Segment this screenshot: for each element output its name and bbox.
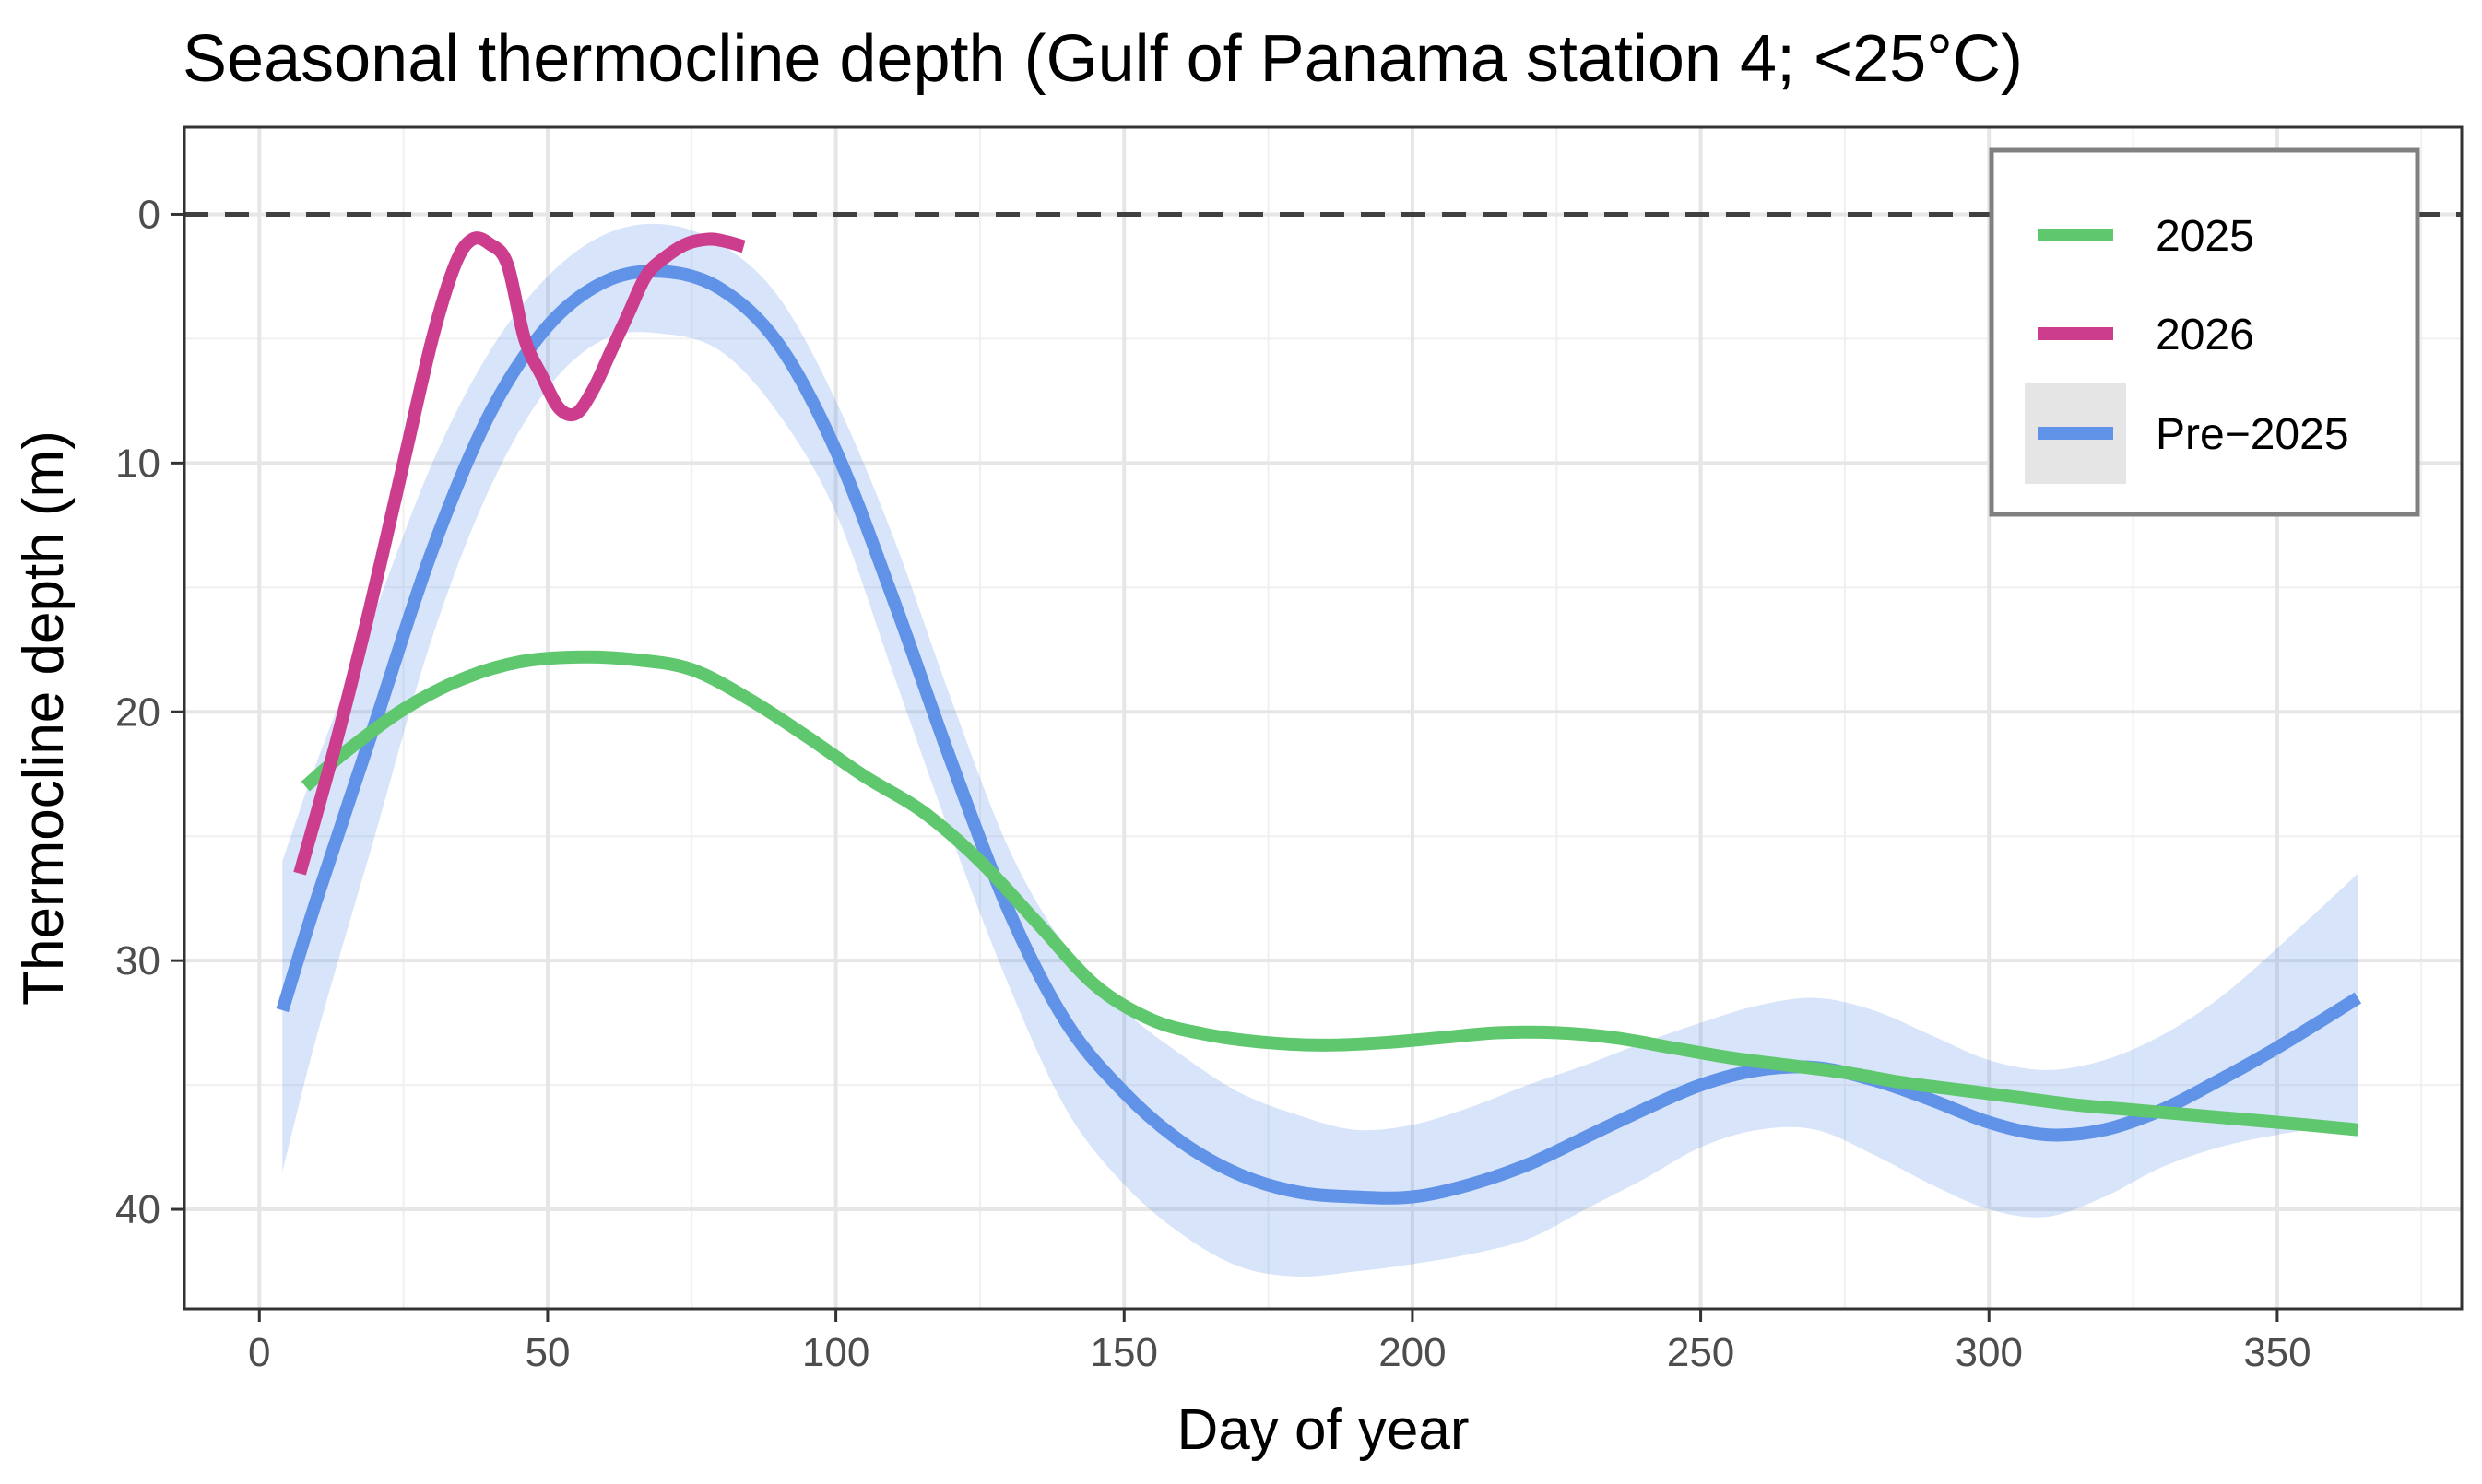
x-tick-label: 350 — [2243, 1330, 2311, 1375]
legend: 2025 2026 Pre−2025 — [1989, 147, 2420, 517]
legend-label: 2026 — [2156, 311, 2254, 359]
x-tick-label: 0 — [248, 1330, 270, 1375]
series-line-2025 — [301, 650, 2359, 1137]
y-tick-label: 20 — [115, 689, 160, 735]
x-tick-label: 150 — [1091, 1330, 1158, 1375]
x-axis-title: Day of year — [1176, 1398, 1469, 1462]
grid-layer — [184, 127, 2462, 1309]
x-tick-label: 250 — [1667, 1330, 1734, 1375]
axis-layer: 0 50 100 150 200 250 300 350 0 10 20 30 40 — [115, 192, 2311, 1375]
chart-title: Seasonal thermocline depth (Gulf of Pana… — [183, 22, 2023, 96]
series-line-2026 — [293, 231, 746, 876]
y-tick-label: 40 — [115, 1187, 160, 1232]
confidence-band-pre-2025 — [282, 223, 2358, 1278]
series-line-pre-2025 — [276, 265, 2362, 1205]
plot-panel-border — [183, 125, 2464, 1311]
x-tick-label: 50 — [525, 1330, 570, 1375]
y-tick-label: 30 — [115, 938, 160, 983]
x-tick-label: 300 — [1956, 1330, 2023, 1375]
y-axis-title: Thermocline depth (m) — [12, 430, 76, 1006]
y-tick-label: 10 — [115, 441, 160, 486]
y-tick-label: 0 — [138, 192, 160, 237]
legend-label: Pre−2025 — [2156, 410, 2349, 459]
x-tick-label: 200 — [1378, 1330, 1446, 1375]
confidence-band-layer — [282, 223, 2358, 1278]
series-layer — [276, 231, 2362, 1205]
x-tick-label: 100 — [802, 1330, 869, 1375]
legend-label: 2025 — [2156, 212, 2254, 261]
